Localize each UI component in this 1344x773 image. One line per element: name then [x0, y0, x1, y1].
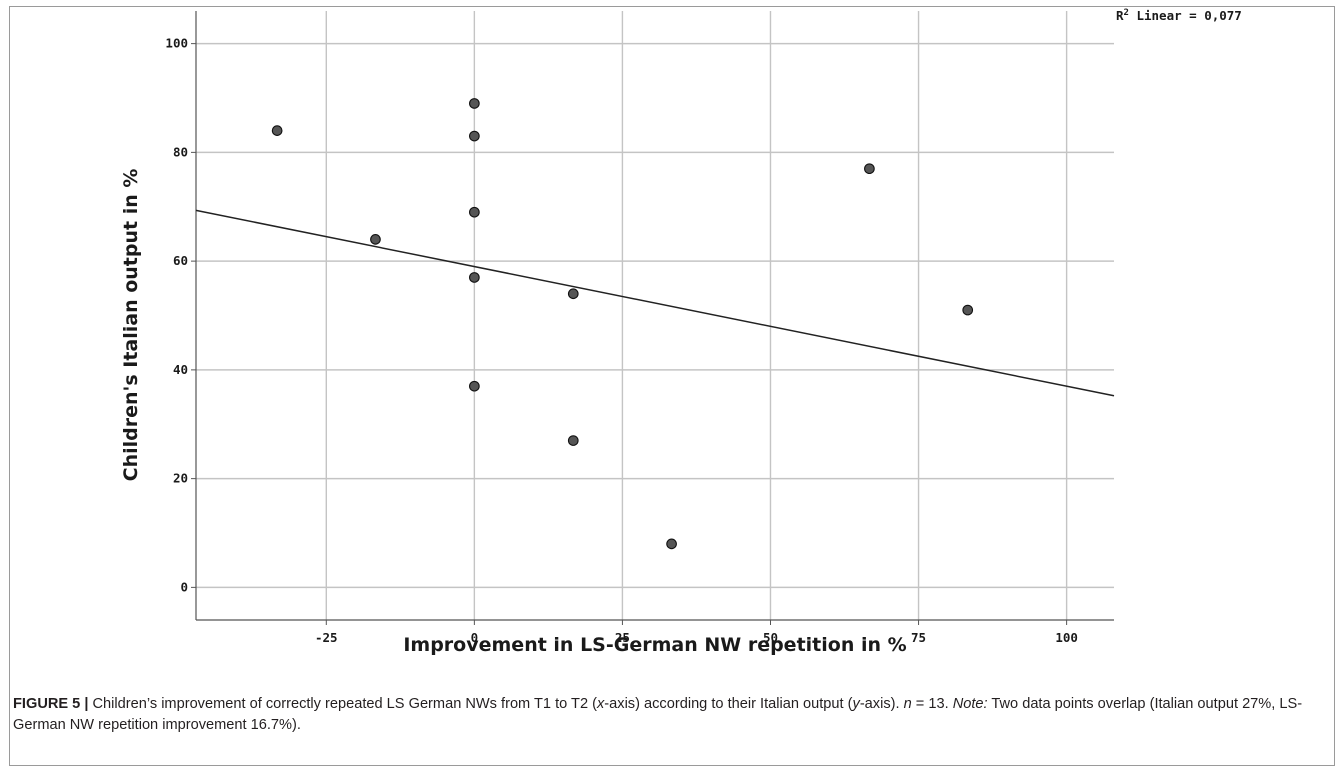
grid-lines — [196, 11, 1114, 620]
axis-ticks: -25 0 25 50 75 100 0 20 40 60 80 100 — [165, 36, 1077, 645]
r-squared-text: Linear = 0,077 — [1129, 8, 1242, 23]
data-point — [567, 435, 579, 446]
caption-label: FIGURE 5 — [13, 696, 81, 712]
caption-separator: | — [80, 696, 93, 712]
caption-n-italic: n — [903, 696, 912, 712]
data-point — [469, 98, 480, 109]
x-tick-label: 100 — [1055, 630, 1078, 645]
x-tick-label: 0 — [471, 630, 479, 645]
y-tick-label: 60 — [173, 253, 188, 268]
caption-text-5: Two data points overlap (Italian output … — [13, 696, 1303, 733]
caption-note-italic: Note: — [952, 696, 988, 712]
fit-line-group — [195, 209, 1115, 397]
r-squared-superscript: 2 — [1124, 8, 1129, 18]
x-tick-label: -25 — [315, 630, 338, 645]
x-axis-label: Improvement in LS-German NW repetition i… — [403, 634, 906, 656]
plot-area — [196, 11, 1114, 620]
y-tick-label: 80 — [173, 144, 188, 159]
data-point — [864, 163, 875, 175]
data-point — [469, 206, 480, 218]
y-axis-label: Children's Italian output in % — [120, 169, 142, 482]
data-point — [469, 272, 480, 283]
y-tick-label: 40 — [173, 362, 188, 377]
linear-fit-line — [195, 209, 1115, 397]
x-tick-label: 25 — [615, 630, 630, 645]
data-point — [271, 125, 283, 136]
y-tick-label: 0 — [180, 579, 188, 594]
scatter-plot: -25 0 25 50 75 100 0 20 40 60 80 100 Improvement in… — [120, 8, 1242, 656]
data-point — [469, 130, 480, 142]
data-points — [271, 98, 974, 550]
y-tick-label: 100 — [165, 36, 188, 51]
caption-text-4: = 13. — [911, 696, 953, 712]
y-tick-label: 20 — [173, 471, 188, 486]
caption-x-italic: x — [597, 696, 605, 712]
data-point — [469, 380, 480, 392]
caption-text-2: -axis) according to their Italian output… — [604, 696, 853, 712]
data-point — [962, 304, 974, 316]
caption-y-italic: y — [852, 696, 860, 712]
x-tick-label: 75 — [911, 630, 926, 645]
r-squared-annotation: R2 Linear = 0,077 — [1116, 8, 1242, 23]
x-tick-label: 50 — [763, 630, 778, 645]
figure-caption: FIGURE 5 | Children’s improvement of cor… — [13, 694, 1313, 736]
caption-text-1: Children’s improvement of correctly repe… — [92, 696, 597, 712]
data-point — [666, 538, 677, 550]
caption-text-3: -axis). — [859, 696, 904, 712]
r-squared-prefix: R — [1116, 8, 1124, 23]
data-point — [567, 288, 579, 300]
data-point — [370, 234, 381, 245]
